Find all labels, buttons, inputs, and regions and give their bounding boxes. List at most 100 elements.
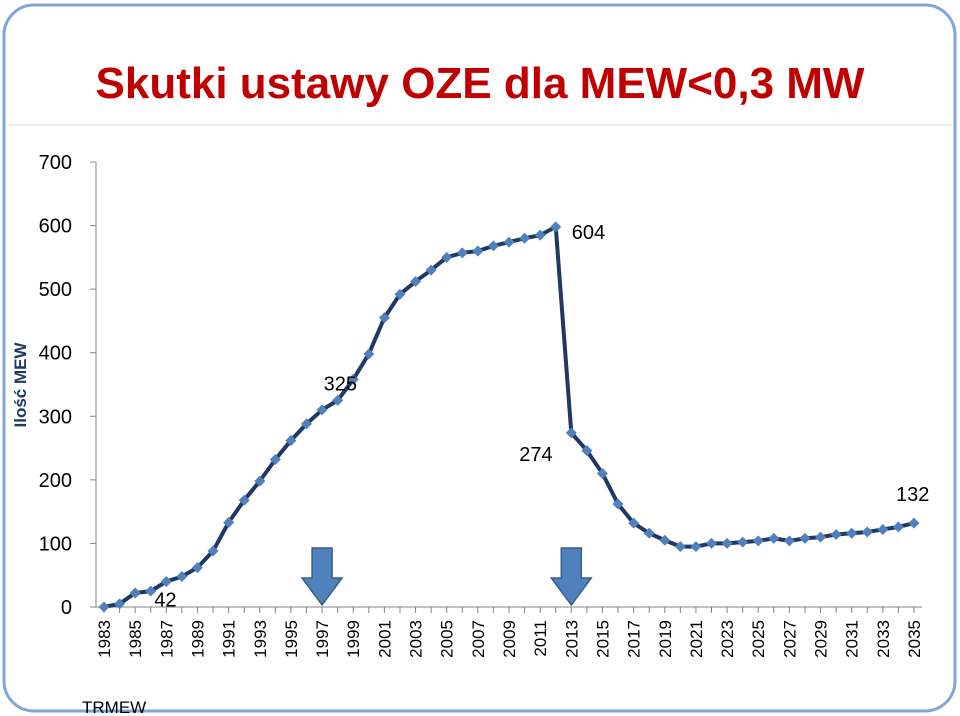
data-label: 274 <box>519 444 552 466</box>
data-point <box>768 532 780 544</box>
x-tick-label: 2031 <box>843 620 862 658</box>
footer-label: TRMEW <box>82 698 146 716</box>
x-tick-label: 2033 <box>874 620 893 658</box>
data-point <box>643 527 655 539</box>
data-point <box>877 523 889 535</box>
y-axis-label: Ilość MEW <box>11 342 30 428</box>
title-panel <box>6 7 953 125</box>
data-point <box>223 516 235 528</box>
down-arrow-marker <box>549 547 593 607</box>
data-point <box>254 475 266 487</box>
data-point <box>908 517 920 529</box>
data-point <box>737 536 749 548</box>
x-tick-label: 2023 <box>718 620 737 658</box>
data-point <box>207 545 219 557</box>
data-point <box>581 445 593 457</box>
x-tick-label: 2011 <box>531 620 550 657</box>
x-tick-label: 2005 <box>438 620 457 658</box>
data-point <box>628 517 640 529</box>
x-tick-label: 1985 <box>126 620 145 658</box>
y-tick-label: 400 <box>39 343 72 365</box>
data-point <box>752 535 764 547</box>
data-label: 42 <box>154 589 176 611</box>
x-tick-label: 1993 <box>251 620 270 658</box>
x-tick-label: 2009 <box>500 620 519 658</box>
x-tick-label: 1989 <box>188 620 207 658</box>
series-group <box>98 221 920 613</box>
data-point <box>98 601 110 613</box>
data-point <box>487 240 499 252</box>
data-point <box>285 434 297 446</box>
x-tick-label: 2025 <box>749 620 768 658</box>
down-arrow-marker <box>300 547 344 607</box>
data-point <box>363 348 375 360</box>
x-tick-label: 1987 <box>157 620 176 658</box>
data-point <box>519 232 531 244</box>
data-point <box>332 394 344 406</box>
data-point <box>129 587 141 599</box>
x-tick-label: 2029 <box>812 620 831 658</box>
data-point <box>659 534 671 546</box>
x-tick-label: 1991 <box>220 620 239 658</box>
data-point <box>861 526 873 538</box>
data-point <box>721 537 733 549</box>
data-point <box>347 373 359 385</box>
x-tick-label: 2003 <box>407 620 426 658</box>
data-point <box>456 247 468 259</box>
data-point <box>674 541 686 553</box>
x-tick-label: 1983 <box>95 620 114 658</box>
x-tick-label: 1995 <box>282 620 301 658</box>
x-tick-label: 2021 <box>687 620 706 658</box>
arrow-markers <box>300 547 593 607</box>
chart-title: Skutki ustawy OZE dla MEW<0,3 MW <box>96 59 865 108</box>
data-point <box>534 229 546 241</box>
data-point <box>596 468 608 479</box>
y-tick-label: 500 <box>39 279 72 301</box>
data-point <box>378 312 390 324</box>
chart-frame <box>2 3 957 713</box>
y-tick-label: 600 <box>39 216 72 238</box>
data-point <box>394 288 406 300</box>
data-label: 604 <box>572 222 605 244</box>
data-point <box>410 276 422 288</box>
data-point <box>815 531 827 543</box>
data-point <box>690 541 702 553</box>
data-point <box>503 236 515 248</box>
x-tick-label: 2015 <box>593 620 612 658</box>
data-point <box>176 570 188 582</box>
x-axis: 1983 1985 1987 1989 1991 1993 1995 1997 1999 2001… <box>95 606 924 658</box>
y-axis: 0 100 200 300 400 500 600 700 <box>39 152 97 619</box>
data-point <box>565 427 577 439</box>
y-tick-label: 0 <box>61 597 72 619</box>
data-point <box>472 245 484 257</box>
data-label: 132 <box>896 484 929 506</box>
data-point <box>783 535 795 547</box>
y-tick-label: 700 <box>39 152 72 174</box>
data-point <box>145 585 157 597</box>
x-tick-label: 2027 <box>780 620 799 658</box>
x-tick-label: 2019 <box>656 620 675 658</box>
x-tick-label: 2013 <box>562 620 581 658</box>
data-label: 325 <box>324 373 357 395</box>
data-point <box>892 521 904 533</box>
data-point <box>269 454 281 466</box>
y-tick-label: 200 <box>39 470 72 492</box>
data-point <box>238 494 250 506</box>
data-point <box>846 527 858 539</box>
data-point <box>114 598 126 610</box>
x-tick-label: 2035 <box>905 620 924 658</box>
data-point <box>612 498 624 510</box>
data-point <box>706 537 717 549</box>
x-tick-label: 1999 <box>344 620 363 658</box>
data-labels: 42 325 604 274 132 <box>154 222 929 611</box>
x-tick-label: 2017 <box>625 620 644 658</box>
data-point <box>799 532 811 544</box>
data-point <box>191 562 203 574</box>
data-point <box>301 418 312 430</box>
data-point <box>316 404 328 416</box>
y-tick-label: 300 <box>39 406 72 428</box>
data-point <box>830 529 842 541</box>
data-point <box>160 576 172 588</box>
data-point <box>425 264 437 276</box>
